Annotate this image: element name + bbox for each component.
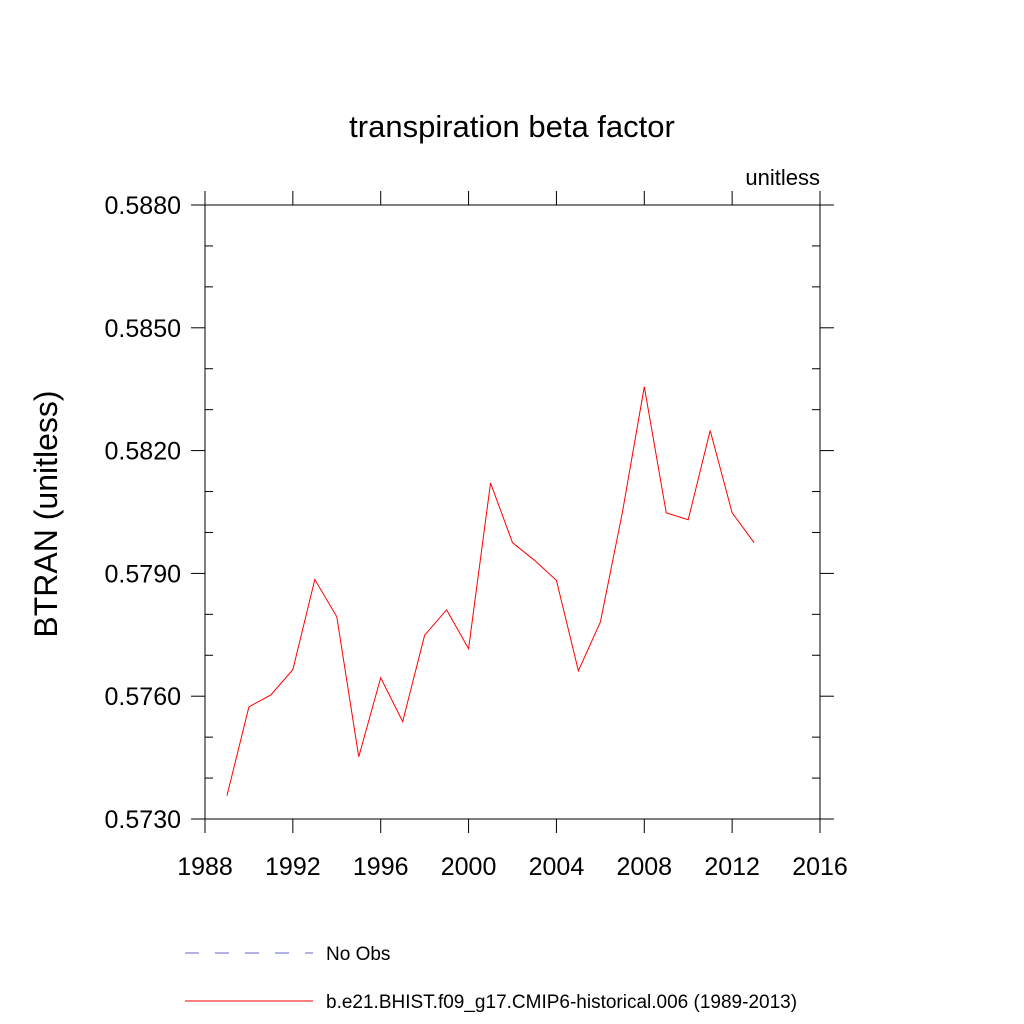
y-axis-label: BTRAN (unitless) (28, 390, 64, 637)
series-line-1 (226, 386, 755, 796)
chart-title: transpiration beta factor (349, 109, 675, 144)
y-tick-label: 0.5880 (105, 192, 181, 220)
x-tick-label: 1988 (177, 853, 233, 881)
plot-frame (204, 204, 821, 820)
x-tick-label: 2012 (704, 853, 760, 881)
units-label: unitless (745, 165, 820, 190)
x-tick-label: 2008 (616, 853, 672, 881)
x-tick-label: 1992 (265, 853, 321, 881)
legend-label-model: b.e21.BHIST.f09_g17.CMIP6-historical.006… (326, 992, 797, 1013)
legend-label-no-obs: No Obs (326, 944, 390, 965)
y-tick-label: 0.5730 (105, 806, 181, 834)
x-tick-label: 2000 (441, 853, 497, 881)
x-axis-ticks: 1988 1992 1996 2000 2004 2008 2012 2016 (177, 191, 848, 881)
y-tick-label: 0.5850 (105, 315, 181, 343)
series-layer (226, 386, 755, 796)
y-tick-label: 0.5760 (105, 683, 181, 711)
legend: No Obs b.e21.BHIST.f09_g17.CMIP6-histori… (185, 944, 797, 1013)
x-tick-label: 1996 (353, 853, 409, 881)
x-tick-label: 2004 (529, 853, 585, 881)
y-tick-label: 0.5820 (105, 438, 181, 466)
y-axis-ticks: 0.5730 0.5760 0.5790 0.5820 0.5850 0.5880 (105, 192, 834, 834)
x-tick-label: 2016 (792, 853, 848, 881)
y-tick-label: 0.5790 (105, 560, 181, 588)
